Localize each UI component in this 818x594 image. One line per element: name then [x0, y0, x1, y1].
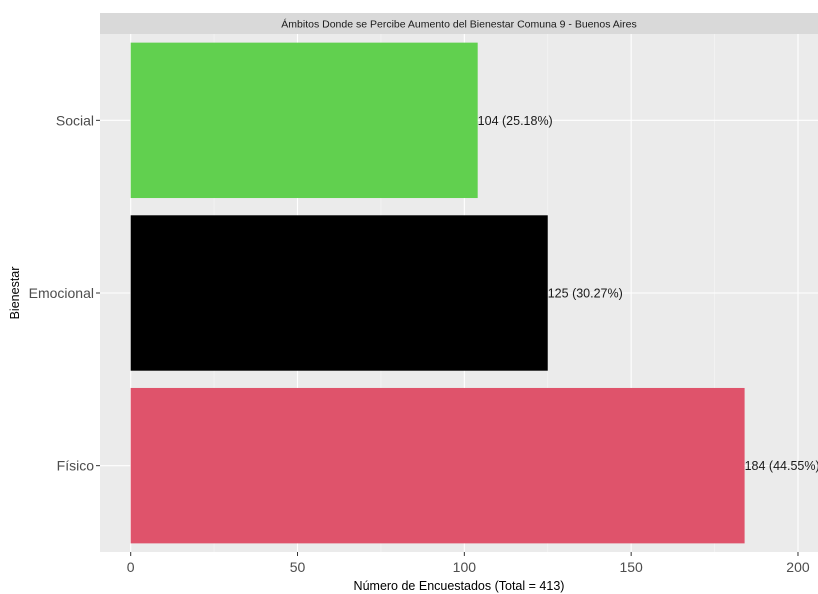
- y-tick-label-social: Social: [56, 112, 94, 128]
- y-tick-label-físico: Físico: [57, 458, 95, 474]
- chart-title: Ámbitos Donde se Percibe Aumento del Bie…: [281, 18, 636, 31]
- x-axis-title: Número de Encuestados (Total = 413): [354, 579, 565, 593]
- bar-emocional: [130, 215, 548, 371]
- bar-social: [130, 42, 478, 199]
- data-labels: 104 (25.18%) 125 (30.27%) 184 (44.55%): [478, 114, 818, 473]
- x-tick-label: 0: [127, 559, 135, 575]
- bar-físico: [130, 387, 745, 544]
- data-label-emocional: 125 (30.27%): [548, 287, 623, 301]
- data-label-social: 104 (25.18%): [478, 114, 553, 128]
- y-tick-label-emocional: Emocional: [29, 285, 94, 301]
- y-axis: Social Emocional Físico: [29, 112, 100, 474]
- y-axis-title: Bienestar: [8, 267, 22, 320]
- data-label-físico: 184 (44.55%): [745, 459, 818, 473]
- bars: [130, 42, 745, 544]
- title-strip: [100, 13, 818, 34]
- x-axis: 0 50 100 150 200: [127, 552, 810, 575]
- x-tick-label: 100: [453, 559, 477, 575]
- x-tick-label: 50: [290, 559, 306, 575]
- x-tick-label: 150: [619, 559, 643, 575]
- x-tick-label: 200: [786, 559, 810, 575]
